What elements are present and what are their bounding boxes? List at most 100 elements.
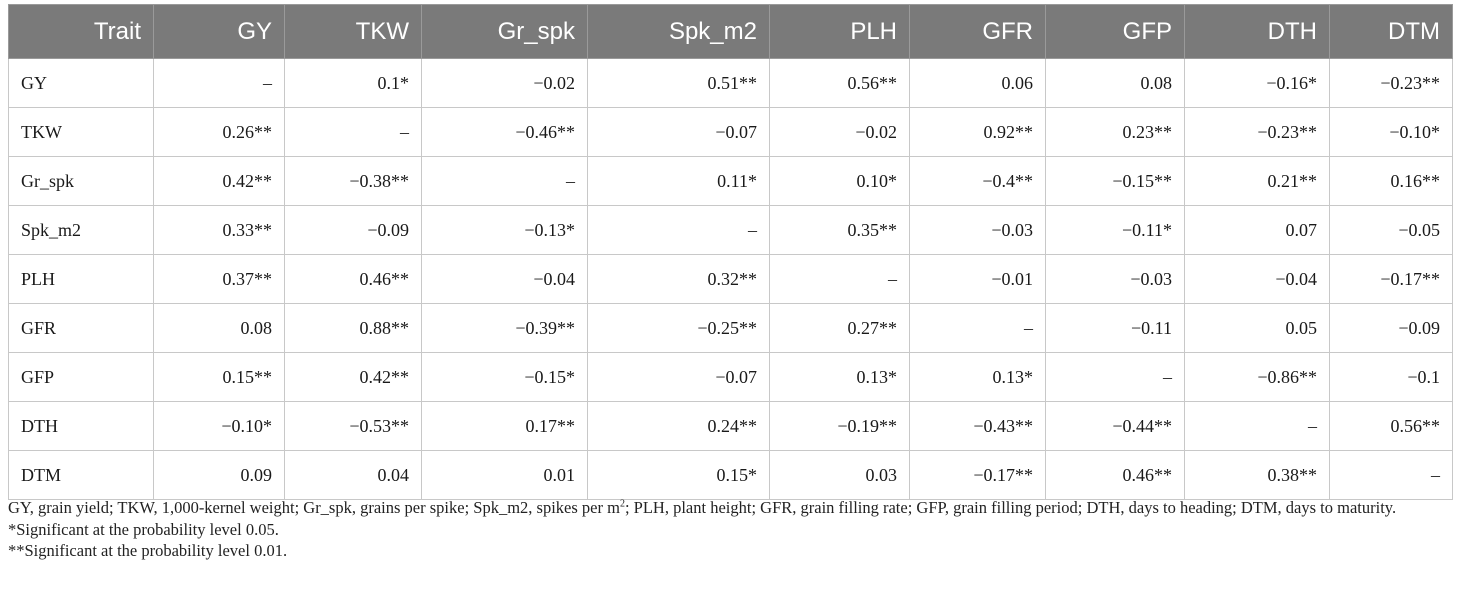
correlation-cell: 0.04 <box>284 450 422 500</box>
correlation-cell: −0.19** <box>769 401 910 451</box>
correlation-cell: −0.02 <box>769 107 910 157</box>
correlation-cell: −0.09 <box>1329 303 1453 353</box>
correlation-cell: −0.02 <box>421 58 588 108</box>
correlation-cell: −0.10* <box>1329 107 1453 157</box>
table-row: GY –0.1* −0.02 0.51** 0.56** 0.06 0.08 −0.16* −0… <box>8 58 1453 108</box>
column-header-plh: PLH <box>769 4 910 59</box>
column-header-gfp: GFP <box>1045 4 1185 59</box>
correlation-cell: – <box>1184 401 1330 451</box>
correlation-cell: −0.09 <box>284 205 422 255</box>
correlation-cell: −0.17** <box>1329 254 1453 304</box>
row-label: GY <box>8 58 154 108</box>
correlation-cell: 0.05 <box>1184 303 1330 353</box>
correlation-cell: 0.11* <box>587 156 770 206</box>
correlation-cell: – <box>421 156 588 206</box>
correlation-cell: 0.08 <box>1045 58 1185 108</box>
correlation-cell: −0.4** <box>909 156 1046 206</box>
correlation-cell: −0.15* <box>421 352 588 402</box>
correlation-cell: 0.01 <box>421 450 588 500</box>
header-row: Trait GY TKW Gr_spk Spk_m2 PLH GFR GFP DTH DTM <box>8 4 1453 59</box>
correlation-cell: −0.04 <box>421 254 588 304</box>
correlation-cell: 0.33** <box>153 205 285 255</box>
correlation-cell: – <box>1045 352 1185 402</box>
column-header-tkw: TKW <box>284 4 422 59</box>
row-label: PLH <box>8 254 154 304</box>
row-label: Spk_m2 <box>8 205 154 255</box>
row-label: TKW <box>8 107 154 157</box>
correlation-cell: 0.24** <box>587 401 770 451</box>
correlation-cell: 0.46** <box>1045 450 1185 500</box>
correlation-cell: −0.46** <box>421 107 588 157</box>
table-row: DTH −0.10* −0.53** 0.17** 0.24** −0.19** −0.43… <box>8 401 1453 451</box>
correlation-table: Trait GY TKW Gr_spk Spk_m2 PLH GFR GFP DTH DTM GY… <box>8 4 1453 500</box>
column-header-gy: GY <box>153 4 285 59</box>
column-header-dth: DTH <box>1184 4 1330 59</box>
correlation-cell: 0.13* <box>909 352 1046 402</box>
correlation-cell: −0.38** <box>284 156 422 206</box>
table-row: DTM 0.09 0.04 0.01 0.15* 0.03 −0.17** 0.46** 0.3… <box>8 450 1453 500</box>
correlation-cell: 0.23** <box>1045 107 1185 157</box>
correlation-cell: −0.07 <box>587 352 770 402</box>
column-header-gr-spk: Gr_spk <box>421 4 588 59</box>
table-row: GFR 0.08 0.88** −0.39** −0.25** 0.27** – −0.11 0… <box>8 303 1453 353</box>
column-header-spk-m2: Spk_m2 <box>587 4 770 59</box>
correlation-cell: −0.03 <box>909 205 1046 255</box>
correlation-cell: – <box>909 303 1046 353</box>
row-label: GFR <box>8 303 154 353</box>
correlation-cell: 0.03 <box>769 450 910 500</box>
correlation-cell: −0.10* <box>153 401 285 451</box>
correlation-cell: – <box>587 205 770 255</box>
correlation-cell: −0.01 <box>909 254 1046 304</box>
correlation-cell: 0.13* <box>769 352 910 402</box>
correlation-cell: −0.25** <box>587 303 770 353</box>
correlation-cell: 0.88** <box>284 303 422 353</box>
correlation-cell: 0.38** <box>1184 450 1330 500</box>
table-row: GFP 0.15** 0.42** −0.15* −0.07 0.13* 0.13* – −0.… <box>8 352 1453 402</box>
column-header-gfr: GFR <box>909 4 1046 59</box>
correlation-cell: 0.07 <box>1184 205 1330 255</box>
correlation-cell: 0.42** <box>153 156 285 206</box>
correlation-cell: 0.16** <box>1329 156 1453 206</box>
correlation-cell: −0.86** <box>1184 352 1330 402</box>
row-label: Gr_spk <box>8 156 154 206</box>
correlation-cell: −0.23** <box>1184 107 1330 157</box>
correlation-cell: −0.39** <box>421 303 588 353</box>
significance-note-005: *Significant at the probability level 0.… <box>8 519 279 539</box>
correlation-cell: 0.1* <box>284 58 422 108</box>
table-row: TKW 0.26** – −0.46** −0.07 −0.02 0.92** 0.23** −… <box>8 107 1453 157</box>
correlation-cell: 0.56** <box>1329 401 1453 451</box>
correlation-cell: −0.07 <box>587 107 770 157</box>
correlation-cell: −0.03 <box>1045 254 1185 304</box>
correlation-cell: 0.06 <box>909 58 1046 108</box>
table-row: PLH 0.37** 0.46** −0.04 0.32** – −0.01 −0.03 −0.… <box>8 254 1453 304</box>
correlation-cell: 0.37** <box>153 254 285 304</box>
row-label: GFP <box>8 352 154 402</box>
correlation-cell: 0.35** <box>769 205 910 255</box>
correlation-cell: 0.15* <box>587 450 770 500</box>
correlation-cell: −0.44** <box>1045 401 1185 451</box>
correlation-cell: 0.42** <box>284 352 422 402</box>
correlation-cell: −0.05 <box>1329 205 1453 255</box>
correlation-cell: 0.46** <box>284 254 422 304</box>
row-label: DTM <box>8 450 154 500</box>
correlation-cell: −0.16* <box>1184 58 1330 108</box>
correlation-cell: −0.23** <box>1329 58 1453 108</box>
correlation-cell: 0.10* <box>769 156 910 206</box>
correlation-cell: −0.17** <box>909 450 1046 500</box>
correlation-cell: 0.51** <box>587 58 770 108</box>
correlation-cell: −0.53** <box>284 401 422 451</box>
correlation-cell: −0.04 <box>1184 254 1330 304</box>
abbreviations-text: GY, grain yield; TKW, 1,000-kernel weigh… <box>8 498 620 517</box>
table-footnotes: GY, grain yield; TKW, 1,000-kernel weigh… <box>8 497 1452 562</box>
correlation-cell: – <box>1329 450 1453 500</box>
significance-note-001: **Significant at the probability level 0… <box>8 541 288 560</box>
table-body: GY –0.1* −0.02 0.51** 0.56** 0.06 0.08 −0.16* −0… <box>8 58 1453 500</box>
correlation-cell: 0.21** <box>1184 156 1330 206</box>
correlation-cell: 0.17** <box>421 401 588 451</box>
table-row: Spk_m2 0.33** −0.09 −0.13* –0.35** −0.03 −0.11… <box>8 205 1453 255</box>
table-header: Trait GY TKW Gr_spk Spk_m2 PLH GFR GFP DTH DTM <box>8 4 1453 59</box>
column-header-trait: Trait <box>8 4 154 59</box>
correlation-cell: – <box>284 107 422 157</box>
table-row: Gr_spk 0.42** −0.38** –0.11* 0.10* −0.4** −0.1… <box>8 156 1453 206</box>
